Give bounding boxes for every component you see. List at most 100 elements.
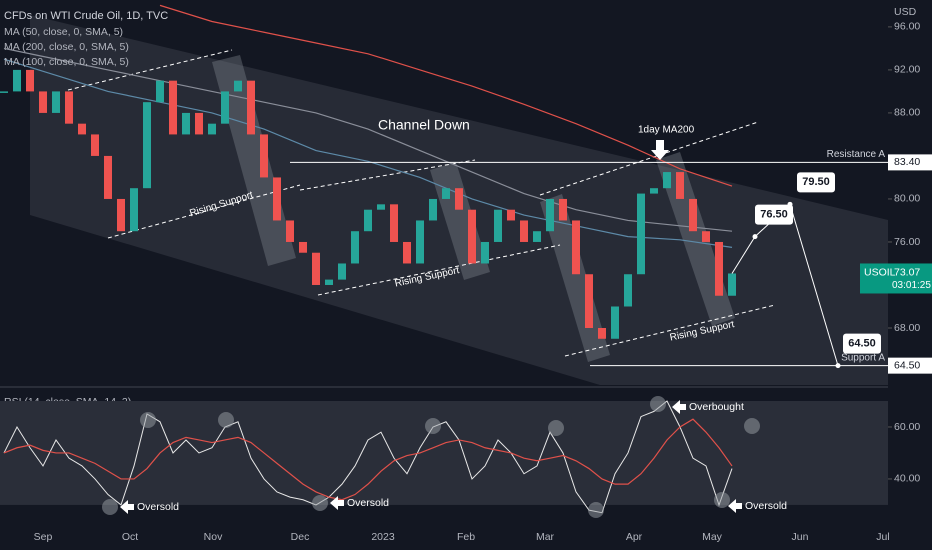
candle [182, 112, 190, 135]
candle [702, 231, 710, 242]
candle [39, 91, 47, 113]
candle [455, 188, 463, 210]
candle [663, 172, 671, 189]
candle [52, 91, 60, 113]
legend-entry: MA (50, close, 0, SMA, 5) [4, 26, 123, 38]
candle [104, 155, 112, 199]
target-box [843, 333, 881, 354]
candle [481, 241, 489, 264]
rsi-annotation: Oversold [347, 497, 389, 509]
annotation-arrow [330, 496, 344, 510]
y-tick-label: 76.00 [894, 236, 920, 248]
target-box [755, 204, 793, 225]
candle [247, 80, 255, 135]
candle [234, 80, 242, 92]
candle [195, 112, 203, 135]
candle [299, 241, 307, 253]
candle [208, 123, 216, 135]
x-tick-label: Nov [204, 531, 223, 543]
x-tick-label: May [702, 531, 723, 543]
highlight [588, 502, 604, 518]
moving-average [3, 58, 733, 248]
candle [377, 204, 385, 210]
x-tick-label: Jul [876, 531, 889, 543]
candle [325, 279, 333, 285]
rsi-band [0, 400, 888, 505]
x-tick-label: 2023 [371, 531, 395, 543]
candle [390, 204, 398, 242]
target-label: 76.50 [760, 208, 788, 220]
dashed-lines [67, 49, 776, 357]
countdown: 03:01:25 [892, 280, 931, 291]
x-tick-label: Sep [34, 531, 53, 543]
legend-entry: MA (100, close, 0, SMA, 5) [4, 56, 129, 68]
highlight [102, 499, 118, 515]
rsi-ma-line [3, 418, 733, 501]
candle [286, 220, 294, 242]
last-price: 73.07 [894, 266, 920, 278]
rsi-annotation: Oversold [745, 500, 787, 512]
y-axis-label: USD [894, 6, 917, 18]
candle [611, 306, 619, 339]
highlight [425, 418, 441, 434]
candle [312, 252, 320, 285]
candle [364, 209, 372, 232]
candle [546, 198, 554, 232]
moving-average [159, 4, 733, 187]
panel-divider [0, 386, 888, 388]
candle [624, 274, 632, 307]
x-tick-label: Apr [626, 531, 643, 543]
support-price-box [888, 357, 932, 374]
candle [91, 134, 99, 156]
candle [507, 209, 515, 221]
annotation: Channel Down [378, 117, 470, 133]
highlight [218, 412, 234, 428]
candle [78, 123, 86, 135]
last-price-box [860, 263, 932, 294]
arrow [651, 140, 669, 160]
annotation-arrow [672, 400, 686, 414]
candle [520, 220, 528, 242]
candle [221, 91, 229, 124]
highlight [714, 492, 730, 508]
candle [338, 263, 346, 280]
highlight [650, 396, 666, 412]
x-tick-label: Mar [536, 531, 555, 543]
target-point [752, 234, 758, 240]
candle [416, 220, 424, 264]
candle [689, 198, 697, 232]
resistance-label: Resistance A [827, 149, 886, 160]
x-tick-label: Oct [122, 531, 138, 543]
symbol: USOIL [864, 266, 896, 278]
candle [351, 231, 359, 264]
candle [273, 177, 281, 221]
candle [130, 188, 138, 232]
annotation-arrow [728, 499, 742, 513]
candle [650, 188, 658, 194]
candle [559, 198, 567, 221]
candle [442, 188, 450, 199]
y-tick-label: 92.00 [894, 64, 920, 76]
rsi-tick-label: 40.00 [894, 473, 920, 485]
annotation: 1day MA200 [638, 125, 695, 136]
candle [65, 91, 73, 124]
candle [13, 69, 21, 92]
candle [637, 193, 645, 275]
candle [169, 80, 177, 135]
candle [0, 91, 8, 93]
resistance-price: 83.40 [894, 156, 920, 168]
rsi-line [3, 400, 733, 514]
candle [494, 209, 502, 242]
target-point [835, 363, 841, 369]
candle [533, 231, 541, 242]
support-label: Support A [841, 352, 885, 363]
candle [26, 69, 34, 92]
rsi-annotation: Oversold [137, 501, 179, 513]
legend-entry: MA (200, close, 0, SMA, 5) [4, 41, 129, 53]
candle [715, 241, 723, 296]
candle [403, 241, 411, 264]
resistance-price-box [888, 154, 932, 171]
candle [598, 328, 606, 339]
rsi-tick-label: 60.00 [894, 421, 920, 433]
moving-average [3, 47, 733, 232]
